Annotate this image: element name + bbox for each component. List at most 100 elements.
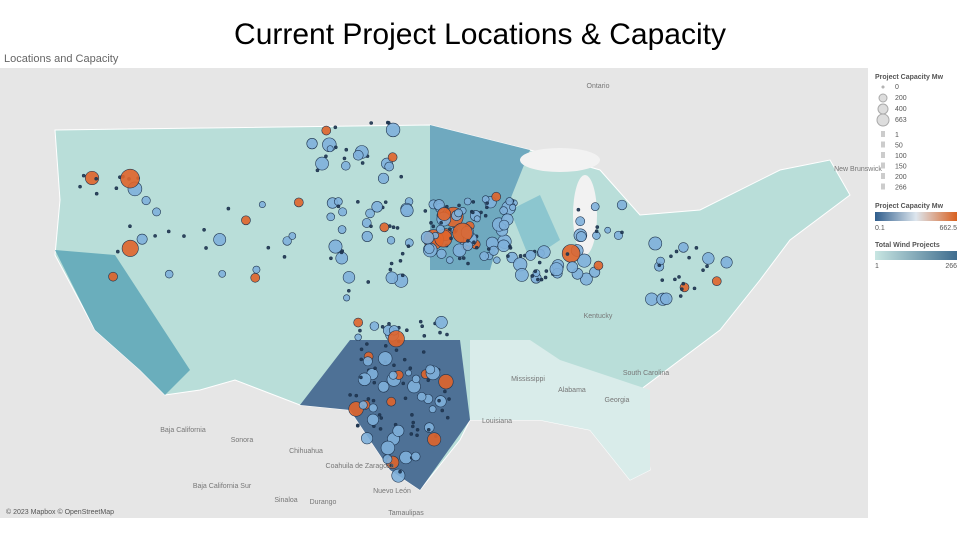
project-bubble — [367, 413, 379, 426]
project-bubble — [321, 125, 332, 136]
legend-symbol — [881, 162, 885, 169]
project-bubble — [294, 197, 304, 208]
project-bubble — [423, 209, 428, 213]
project-bubble — [378, 351, 393, 366]
legend-label: 50 — [895, 143, 903, 150]
project-bubble — [577, 253, 592, 268]
project-bubble — [616, 199, 628, 211]
project-bubble — [315, 156, 329, 171]
legend-label: 100 — [895, 153, 907, 160]
project-bubble — [380, 325, 385, 329]
project-bubble — [355, 423, 360, 428]
project-bubble — [575, 216, 586, 227]
project-bubble — [380, 440, 396, 456]
legend-label: 150 — [895, 164, 907, 171]
project-bubble — [394, 348, 399, 352]
project-bubble — [378, 427, 383, 431]
project-bubble — [359, 375, 363, 380]
project-bubble — [357, 372, 372, 386]
project-bubble — [436, 248, 447, 259]
project-bubble — [408, 366, 413, 371]
place-label: Chihuahua — [289, 448, 323, 455]
project-bubble — [353, 150, 364, 161]
project-bubble — [252, 265, 261, 274]
place-label: Louisiana — [482, 418, 512, 425]
place-label: Tamaulipas — [388, 510, 424, 517]
project-bubble — [687, 255, 691, 260]
project-bubble — [443, 389, 447, 394]
legend-symbol — [881, 183, 885, 190]
project-bubble — [369, 321, 380, 331]
place-label: Sonora — [231, 437, 254, 444]
project-bubble — [499, 206, 508, 215]
project-bubble — [391, 468, 406, 483]
project-bubble — [348, 393, 352, 397]
project-bubble — [344, 147, 349, 152]
project-bubble — [486, 247, 491, 251]
project-bubble — [241, 215, 251, 226]
project-bubble — [479, 251, 489, 261]
project-bubble — [575, 231, 587, 242]
project-bubble — [334, 197, 343, 206]
project-bubble — [386, 236, 396, 245]
project-bubble — [387, 330, 405, 348]
project-bubble — [78, 184, 82, 189]
color-ramp — [875, 212, 957, 221]
project-bubble — [361, 432, 374, 445]
legend-label: 200 — [895, 95, 907, 102]
project-bubble — [452, 222, 473, 244]
project-bubble — [402, 357, 407, 362]
project-bubble — [420, 231, 435, 245]
project-bubble — [446, 256, 454, 264]
project-bubble — [429, 221, 433, 225]
legend-symbol — [881, 152, 885, 158]
project-bubble — [371, 201, 383, 213]
project-bubble — [388, 370, 398, 380]
project-bubble — [369, 121, 373, 125]
project-bubble — [387, 322, 391, 326]
project-bubble — [421, 350, 426, 354]
project-bubble — [438, 330, 442, 335]
lake — [520, 148, 600, 172]
project-bubble — [427, 432, 442, 447]
project-bubble — [471, 200, 476, 204]
project-bubble — [136, 233, 148, 245]
place-label: Baja California — [160, 427, 206, 434]
project-bubble — [306, 138, 318, 150]
project-bubble — [395, 226, 400, 230]
legend-label: 0.1 — [875, 225, 885, 232]
project-bubble — [356, 200, 360, 204]
project-bubble — [362, 356, 373, 367]
project-bubble — [202, 227, 206, 232]
project-bubble — [565, 252, 570, 256]
project-bubble — [372, 380, 377, 385]
project-bubble — [681, 281, 686, 286]
project-bubble — [85, 170, 100, 186]
project-bubble — [656, 256, 665, 266]
project-bubble — [383, 344, 388, 348]
project-bubble — [594, 229, 599, 234]
project-bubble — [377, 413, 382, 417]
project-bubble — [361, 230, 373, 242]
place-label: Sinaloa — [274, 497, 297, 504]
project-bubble — [337, 225, 347, 234]
project-bubble — [266, 245, 271, 250]
project-bubble — [400, 273, 405, 278]
place-label: Baja California Sur — [193, 483, 252, 490]
project-bubble — [678, 294, 683, 298]
project-bubble — [377, 381, 390, 393]
project-bubble — [398, 469, 402, 474]
project-bubble — [385, 122, 401, 138]
project-bubble — [604, 226, 611, 234]
project-bubble — [333, 125, 338, 130]
project-bubble — [218, 270, 226, 278]
project-bubble — [398, 258, 403, 263]
california — [55, 250, 190, 395]
project-bubble — [705, 264, 709, 269]
place-label: Nuevo León — [373, 488, 411, 495]
project-bubble — [445, 332, 449, 337]
project-bubble — [539, 277, 544, 282]
project-bubble — [341, 161, 351, 171]
project-bubble — [343, 294, 351, 302]
